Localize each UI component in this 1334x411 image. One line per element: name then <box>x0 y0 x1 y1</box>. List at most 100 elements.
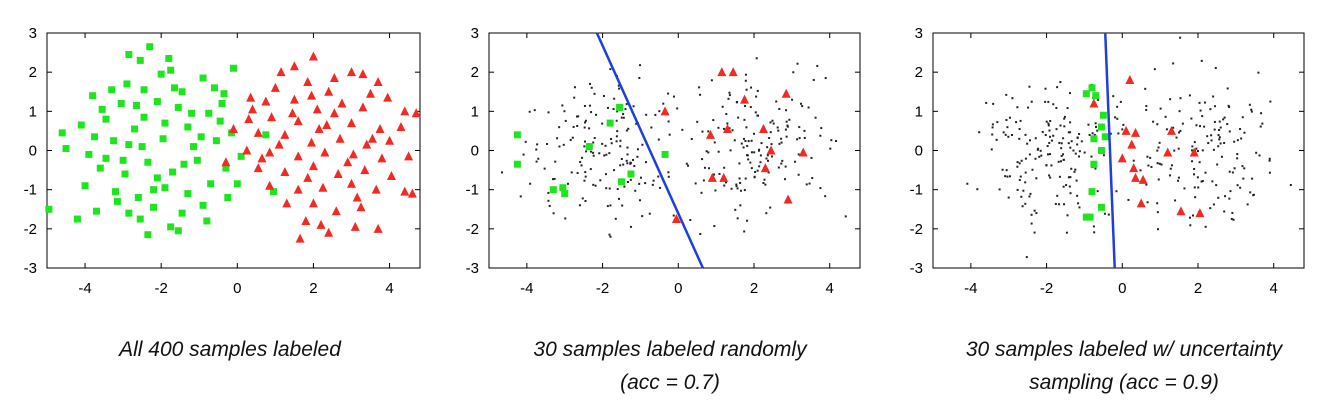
unlabeled-point <box>1212 148 1215 151</box>
green-square-point <box>224 194 232 201</box>
green-square-point <box>62 145 70 153</box>
unlabeled-point <box>650 126 653 129</box>
unlabeled-point <box>1179 129 1182 132</box>
unlabeled-point <box>1049 120 1052 123</box>
unlabeled-point <box>641 215 644 218</box>
unlabeled-point <box>1214 67 1217 70</box>
unlabeled-point <box>1269 100 1272 103</box>
green-square-point <box>222 164 230 172</box>
unlabeled-point <box>1248 103 1251 106</box>
y-tick-label: -2 <box>910 221 923 238</box>
green-square-point <box>167 223 175 231</box>
red-triangle-point <box>358 69 368 79</box>
unlabeled-point <box>1048 174 1051 177</box>
unlabeled-point <box>803 136 806 139</box>
unlabeled-point <box>1067 176 1070 179</box>
unlabeled-point <box>808 182 811 185</box>
unlabeled-point <box>743 189 746 192</box>
unlabeled-point <box>1016 165 1019 168</box>
unlabeled-point <box>1149 156 1152 159</box>
unlabeled-point <box>1156 123 1159 126</box>
unlabeled-point <box>1213 120 1216 123</box>
unlabeled-point <box>1060 154 1063 157</box>
unlabeled-point <box>763 178 766 181</box>
unlabeled-point <box>807 106 810 109</box>
unlabeled-point <box>1127 198 1130 201</box>
green-square-point <box>165 54 173 62</box>
unlabeled-point <box>1240 137 1243 140</box>
y-tick-label: -1 <box>466 182 479 199</box>
unlabeled-point <box>636 148 639 151</box>
unlabeled-point <box>766 146 769 149</box>
green-square-point <box>178 88 186 96</box>
unlabeled-point <box>785 135 788 138</box>
unlabeled-point <box>1087 123 1090 126</box>
unlabeled-point <box>714 189 717 192</box>
red-triangle-point <box>1131 172 1141 182</box>
unlabeled-point <box>668 133 671 136</box>
unlabeled-point <box>667 175 670 178</box>
green-square-point <box>230 64 237 72</box>
green-square-point <box>513 160 521 168</box>
unlabeled-point <box>824 77 827 80</box>
unlabeled-point <box>519 195 522 198</box>
unlabeled-point <box>617 84 620 87</box>
unlabeled-point <box>1026 142 1029 145</box>
unlabeled-point <box>990 148 993 151</box>
unlabeled-point <box>657 138 660 141</box>
unlabeled-point <box>743 118 746 121</box>
unlabeled-point <box>634 189 637 192</box>
unlabeled-point <box>1063 115 1066 118</box>
unlabeled-point <box>1153 68 1156 71</box>
unlabeled-point <box>1179 97 1182 100</box>
unlabeled-point <box>588 127 591 130</box>
unlabeled-point <box>1054 202 1057 205</box>
unlabeled-point <box>681 128 684 131</box>
unlabeled-point <box>736 217 739 220</box>
unlabeled-point <box>632 158 635 161</box>
unlabeled-point <box>1145 105 1148 108</box>
unlabeled-point <box>1196 150 1199 153</box>
unlabeled-point <box>558 145 561 148</box>
unlabeled-point <box>1197 186 1200 189</box>
unlabeled-point <box>1044 134 1047 137</box>
y-tick-label: 3 <box>29 25 37 42</box>
unlabeled-point <box>1179 36 1182 39</box>
unlabeled-point <box>592 154 595 157</box>
unlabeled-point <box>1060 160 1063 163</box>
green-square-point <box>1097 203 1105 211</box>
unlabeled-point <box>529 182 532 185</box>
unlabeled-point <box>985 101 988 104</box>
unlabeled-point <box>1260 112 1263 115</box>
unlabeled-point <box>626 181 629 184</box>
unlabeled-point <box>750 139 753 142</box>
unlabeled-point <box>776 126 779 129</box>
y-tick-label: 1 <box>915 103 923 120</box>
unlabeled-point <box>801 105 804 108</box>
caption-line-1: 30 samples labeled w/ uncertainty <box>965 338 1283 361</box>
red-triangle-point <box>350 221 360 231</box>
unlabeled-point <box>1152 120 1155 123</box>
unlabeled-point <box>698 86 701 89</box>
unlabeled-point <box>1058 141 1061 144</box>
x-tick-label: -2 <box>155 280 168 297</box>
unlabeled-point <box>1028 85 1031 88</box>
unlabeled-point <box>811 176 814 179</box>
red-triangle-point <box>728 67 738 77</box>
unlabeled-point <box>1172 126 1175 129</box>
unlabeled-point <box>609 235 612 238</box>
red-triangle-point <box>244 114 254 124</box>
y-tick-label: -1 <box>910 182 923 199</box>
unlabeled-point <box>563 110 566 113</box>
panel-uncertainty-sampling: 3 2 1 0 -1 -2 -3 -4 -2 0 2 4 30 samples labeled w/ … <box>889 0 1334 411</box>
unlabeled-point <box>1088 133 1091 136</box>
unlabeled-point <box>1004 133 1007 136</box>
green-square-point <box>136 56 144 64</box>
unlabeled-point <box>1040 154 1043 157</box>
unlabeled-point <box>1068 185 1071 188</box>
red-triangle-point <box>248 104 258 114</box>
green-square-point <box>606 119 614 127</box>
unlabeled-point <box>767 159 770 162</box>
unlabeled-point <box>1236 157 1239 160</box>
unlabeled-point <box>729 149 732 152</box>
